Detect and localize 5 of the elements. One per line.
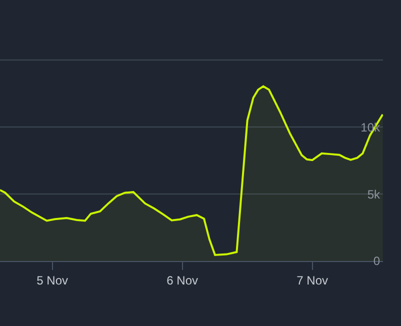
- x-tick-label: 6 Nov: [166, 273, 198, 288]
- y-tick-label: 5k: [367, 187, 381, 202]
- x-tick-label: 7 Nov: [296, 273, 328, 288]
- x-tick-label: 5 Nov: [36, 273, 68, 288]
- y-tick-label: 0: [373, 254, 380, 268]
